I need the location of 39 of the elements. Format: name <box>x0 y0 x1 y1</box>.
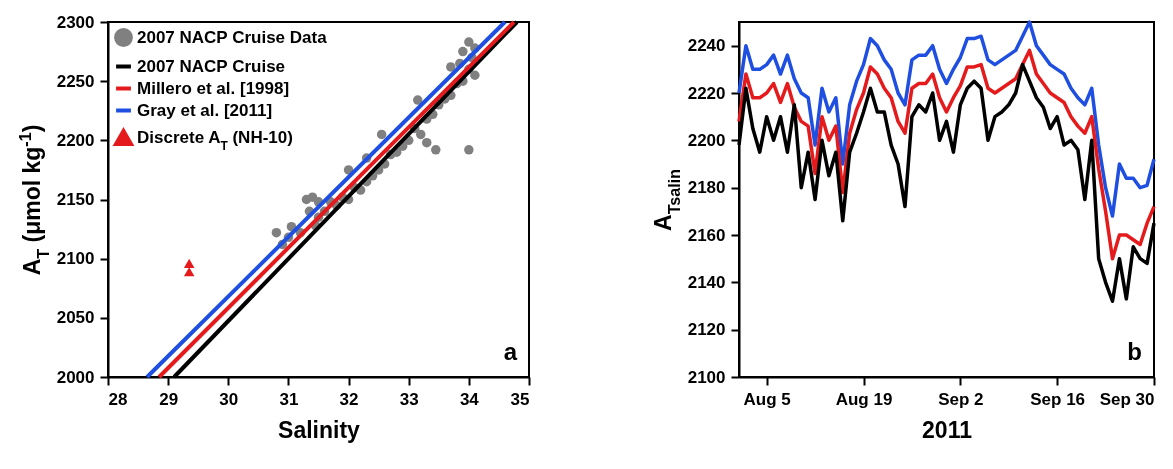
y-tick-label: 2180 <box>687 178 726 198</box>
x-tick-label: Sep 30 <box>1099 389 1155 409</box>
legend-label: 2007 NACP Cruise Data <box>137 27 328 47</box>
x-axis-title: 2011 <box>922 416 973 443</box>
y-tick-label: 2240 <box>687 36 726 56</box>
y-tick-label: 2200 <box>56 130 95 150</box>
legend-label: 2007 NACP Cruise <box>137 56 286 76</box>
legend-label: Discrete A$_{T}$ (NH-10) <box>137 127 293 153</box>
annotation: b <box>1127 338 1142 365</box>
x-tick-label: Aug 5 <box>743 389 791 409</box>
legend-label: Millero et al. [1998] <box>137 78 290 98</box>
y-tick-label: 2050 <box>56 308 95 328</box>
y-tick-label: 2250 <box>56 71 95 91</box>
x-tick-label: Sep 2 <box>938 389 984 409</box>
annotation: a <box>503 338 518 365</box>
x-tick-label: 34 <box>459 389 480 409</box>
x-tick-label: 31 <box>279 389 299 409</box>
y-tick-label: 2300 <box>56 12 95 32</box>
y-tick-label: 2100 <box>56 249 95 269</box>
x-tick-label: 30 <box>219 389 239 409</box>
y-tick-label: 2160 <box>687 225 726 245</box>
y-tick-label: 2000 <box>56 367 95 387</box>
legend-label: Gray et al. [2011] <box>137 100 273 120</box>
x-axis-title: Salinity <box>278 416 361 443</box>
y-tick-label: 2150 <box>56 190 95 209</box>
line-series <box>737 48 1156 261</box>
x-tick-label: Sep 16 <box>1030 389 1086 409</box>
x-tick-label: 28 <box>108 389 128 409</box>
line-series <box>737 20 1156 218</box>
y-tick-label: 2220 <box>687 83 726 103</box>
y-tick-label: 2120 <box>687 320 726 340</box>
y-tick-label: 2100 <box>687 367 726 387</box>
x-tick-label: 35 <box>510 389 530 409</box>
y-tick-label: 2140 <box>687 272 726 292</box>
x-tick-label: 29 <box>159 389 179 409</box>
x-tick-label: 33 <box>399 389 419 409</box>
y-tick-label: 2200 <box>687 130 726 150</box>
x-tick-label: Aug 19 <box>835 389 893 409</box>
x-tick-label: 32 <box>339 389 359 409</box>
